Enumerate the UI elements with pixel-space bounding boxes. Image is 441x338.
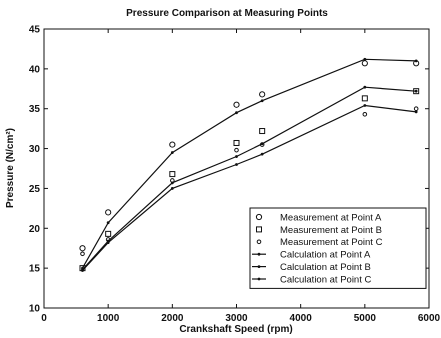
data-point bbox=[363, 57, 367, 61]
y-tick-label: 35 bbox=[29, 104, 41, 115]
axis-ticks: 0 1000 2000 3000 4000 5000 6000 10 15 20 25 30 35 40 4… bbox=[29, 25, 441, 325]
data-point bbox=[170, 187, 174, 190]
legend: Measurement at Point A Measurement at Poi… bbox=[249, 207, 427, 289]
data-point bbox=[234, 147, 239, 153]
data-point bbox=[260, 99, 264, 103]
y-tick-label: 25 bbox=[29, 184, 41, 195]
data-point bbox=[361, 95, 368, 102]
data-point bbox=[81, 269, 84, 272]
legend-swatch bbox=[257, 277, 261, 281]
data-point bbox=[170, 151, 174, 154]
chart-title: Pressure Comparison at Measuring Points bbox=[126, 8, 328, 19]
data-point bbox=[169, 171, 176, 178]
data-point bbox=[259, 91, 266, 98]
y-tick-label: 40 bbox=[29, 64, 41, 75]
y-tick-label: 20 bbox=[29, 224, 41, 235]
data-point bbox=[235, 163, 238, 166]
data-point bbox=[235, 155, 238, 158]
legend-swatch bbox=[256, 239, 262, 245]
y-tick-label: 45 bbox=[29, 25, 41, 36]
data-point bbox=[105, 209, 112, 216]
data-point bbox=[362, 111, 368, 117]
legend-entry: Calculation at Point A bbox=[280, 250, 371, 261]
x-tick-label: 0 bbox=[41, 313, 47, 324]
series-4 bbox=[81, 57, 418, 270]
legend-entry: Calculation at Point C bbox=[280, 274, 371, 285]
data-point bbox=[260, 152, 264, 156]
legend-entry: Measurement at Point C bbox=[280, 237, 383, 248]
data-point bbox=[169, 141, 176, 148]
data-point bbox=[414, 110, 418, 114]
legend-swatch bbox=[256, 226, 262, 233]
legend-swatch bbox=[257, 252, 261, 256]
legend-swatch bbox=[257, 265, 261, 268]
legend-entry: Calculation at Point B bbox=[280, 262, 371, 273]
y-tick-label: 15 bbox=[29, 264, 41, 275]
data-point bbox=[233, 101, 240, 108]
data-point bbox=[363, 85, 367, 89]
data-point bbox=[414, 59, 418, 63]
data-point bbox=[105, 230, 112, 237]
data-point bbox=[233, 139, 240, 146]
legend-entry: Measurement at Point B bbox=[280, 225, 382, 236]
y-axis-label: Pressure (N/cm²) bbox=[5, 128, 16, 208]
x-tick-label: 1000 bbox=[97, 313, 120, 324]
data-point bbox=[363, 104, 367, 107]
legend-swatch bbox=[255, 213, 263, 221]
series-layer bbox=[79, 57, 420, 272]
data-point bbox=[414, 89, 418, 93]
data-point bbox=[170, 181, 174, 185]
x-tick-label: 4000 bbox=[290, 313, 313, 324]
x-tick-label: 5000 bbox=[354, 313, 377, 324]
x-tick-label: 2000 bbox=[161, 313, 184, 324]
x-tick-label: 3000 bbox=[225, 313, 248, 324]
series-6 bbox=[81, 104, 418, 272]
x-tick-label: 6000 bbox=[418, 313, 441, 324]
data-point bbox=[79, 245, 86, 252]
data-point bbox=[260, 142, 264, 146]
series-2 bbox=[79, 88, 420, 272]
legend-box bbox=[249, 207, 427, 289]
data-point bbox=[259, 128, 266, 135]
data-point bbox=[106, 221, 110, 225]
data-point bbox=[80, 251, 85, 257]
legend-entry: Measurement at Point A bbox=[280, 212, 382, 223]
data-point bbox=[235, 111, 238, 115]
x-axis-label: Crankshaft Speed (rpm) bbox=[179, 324, 292, 335]
y-tick-label: 30 bbox=[29, 144, 41, 155]
y-tick-label: 10 bbox=[29, 304, 41, 315]
data-point bbox=[106, 241, 110, 245]
